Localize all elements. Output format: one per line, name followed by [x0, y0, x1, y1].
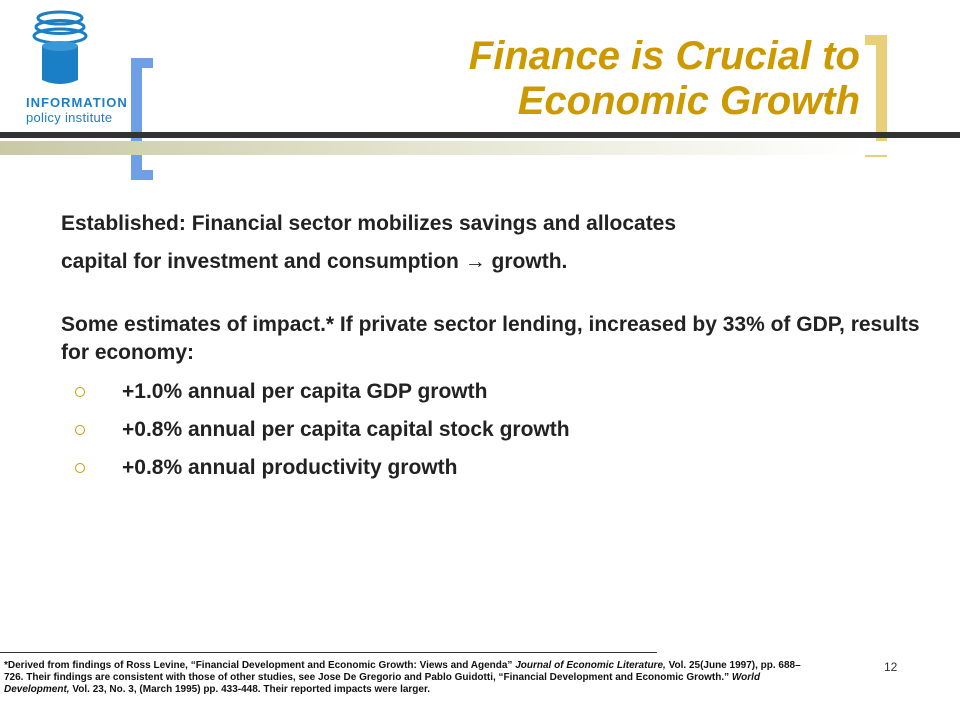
bullet-list: +1.0% annual per capita GDP growth +0.8%…: [61, 373, 921, 487]
paragraph-established: Established: Financial sector mobilizes …: [61, 205, 921, 281]
left-bracket: [131, 58, 142, 180]
bullet-text: +0.8% annual productivity growth: [122, 456, 458, 479]
footnote-part-2: Vol. 25(June 1997), pp. 688–726. Their f…: [4, 660, 801, 683]
paragraph-estimates: Some estimates of impact.* If private se…: [61, 313, 920, 364]
logo-line-2: policy institute: [26, 110, 113, 125]
paragraph-established-line-1: Established: Financial sector mobilizes …: [61, 212, 677, 235]
bullet-text: +0.8% annual per capita capital stock gr…: [122, 418, 570, 441]
right-bracket: [876, 35, 887, 157]
ring-bullet-icon: [75, 425, 85, 435]
stacked-disc-cylinder-icon: [32, 10, 88, 84]
footnote-part-1: *Derived from findings of Ross Levine, “…: [4, 660, 516, 671]
title-line-1: Finance is Crucial to: [468, 34, 860, 78]
right-bracket-top: [865, 35, 887, 45]
bullet-item: +0.8% annual productivity growth: [61, 449, 921, 487]
left-bracket-bottom: [131, 170, 153, 180]
title-divider-fade: [0, 141, 960, 155]
institute-logo: INFORMATION policy institute: [8, 8, 138, 128]
footnote-part-3: Vol. 23, No. 3, (March 1995) pp. 433-448…: [69, 684, 431, 695]
logo-line-1: INFORMATION: [26, 95, 128, 110]
footnote: *Derived from findings of Ross Levine, “…: [4, 660, 814, 696]
ring-bullet-icon: [75, 387, 85, 397]
bullet-text: +1.0% annual per capita GDP growth: [122, 380, 488, 403]
slide-title: Finance is Crucial to Economic Growth: [469, 34, 860, 124]
footnote-journal-2: World Development,: [4, 672, 761, 695]
paragraph-established-line-2: capital for investment and consumption →…: [61, 250, 568, 273]
footnote-rule: [0, 652, 657, 653]
bullet-item: +1.0% annual per capita GDP growth: [61, 373, 921, 411]
left-bracket-top: [131, 58, 153, 68]
slide-body: Established: Financial sector mobilizes …: [61, 205, 921, 487]
page-number: 12: [884, 660, 898, 674]
bullet-item: +0.8% annual per capita capital stock gr…: [61, 411, 921, 449]
title-divider: [0, 132, 960, 138]
title-line-2: Economic Growth: [517, 79, 860, 123]
logo-text: INFORMATION policy institute: [26, 95, 146, 125]
ring-bullet-icon: [75, 463, 85, 473]
footnote-journal-1: Journal of Economic Literature,: [515, 660, 666, 671]
